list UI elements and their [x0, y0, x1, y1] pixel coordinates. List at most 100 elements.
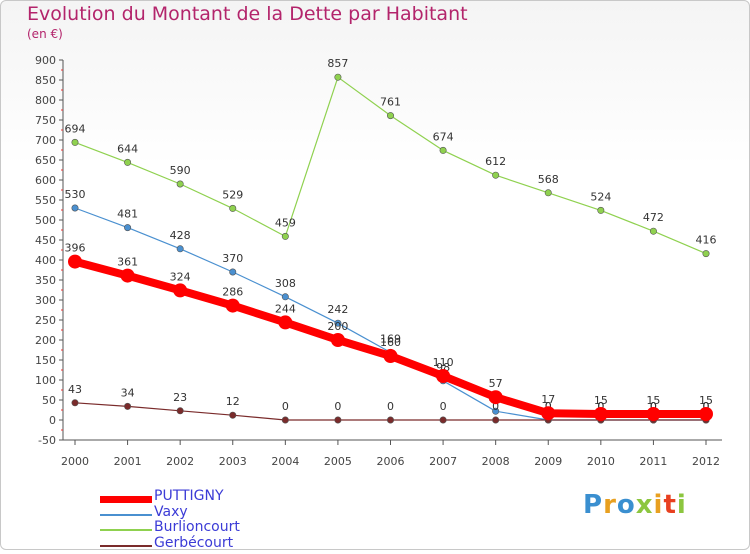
legend-swatch: [100, 529, 152, 531]
data-label-Gerbécourt: 12: [226, 395, 240, 408]
data-point-PUTTIGNY: [593, 407, 608, 421]
data-label-PUTTIGNY: 15: [594, 394, 608, 407]
data-label-PUTTIGNY: 324: [170, 270, 191, 283]
y-tick-label: 850: [35, 74, 56, 87]
data-label-Gerbécourt: 0: [597, 400, 604, 413]
data-point-Vaxy: [492, 407, 500, 415]
y-tick-label: 800: [35, 94, 56, 107]
data-label-Gerbécourt: 0: [334, 400, 341, 413]
data-label-Vaxy: 169: [380, 332, 401, 345]
data-label-Vaxy: 370: [222, 252, 243, 265]
legend-label: Gerbécourt: [154, 535, 234, 551]
data-point-Burlioncourt: [439, 146, 447, 154]
data-label-PUTTIGNY: 361: [117, 256, 138, 269]
data-label-Burlioncourt: 674: [433, 130, 454, 143]
data-point-PUTTIGNY: [646, 407, 661, 421]
data-label-Vaxy: 0: [597, 400, 604, 413]
x-tick-label: 2004: [271, 455, 299, 468]
data-label-PUTTIGNY: 396: [65, 242, 86, 255]
logo-letter: o: [616, 490, 636, 520]
proxiti-logo: Proxiti: [583, 490, 687, 520]
data-point-Burlioncourt: [124, 158, 132, 166]
data-label-Vaxy: 530: [65, 188, 86, 201]
y-tick-label: 600: [35, 174, 56, 187]
y-tick-label: 900: [35, 54, 56, 67]
y-tick-label: 350: [35, 274, 56, 287]
data-label-Burlioncourt: 612: [485, 155, 506, 168]
data-point-Vaxy: [71, 204, 79, 212]
data-label-Burlioncourt: 568: [538, 173, 559, 186]
data-point-Gerbécourt: [334, 416, 342, 424]
data-label-Burlioncourt: 529: [222, 188, 243, 201]
data-label-Gerbécourt: 43: [68, 383, 82, 396]
y-tick-label: 400: [35, 254, 56, 267]
data-label-Burlioncourt: 524: [590, 190, 611, 203]
data-label-PUTTIGNY: 17: [541, 393, 555, 406]
data-point-Vaxy: [281, 293, 289, 301]
data-label-PUTTIGNY: 200: [327, 320, 348, 333]
data-label-Burlioncourt: 472: [643, 211, 664, 224]
y-tick-label: 150: [35, 354, 56, 367]
y-tick-label: 200: [35, 334, 56, 347]
logo-letter: r: [603, 490, 617, 520]
data-label-Burlioncourt: 761: [380, 96, 401, 109]
data-label-Gerbécourt: 0: [492, 400, 499, 413]
data-point-Gerbécourt: [176, 407, 184, 415]
data-label-Burlioncourt: 459: [275, 216, 296, 229]
x-tick-label: 2010: [587, 455, 615, 468]
data-label-PUTTIGNY: 244: [275, 302, 296, 315]
data-label-Vaxy: 481: [117, 208, 138, 221]
legend-label: PUTTIGNY: [154, 488, 224, 504]
data-label-Burlioncourt: 857: [327, 57, 348, 70]
data-point-PUTTIGNY: [330, 333, 345, 347]
data-label-PUTTIGNY: 57: [489, 377, 503, 390]
data-label-Gerbécourt: 34: [121, 386, 135, 399]
logo-letter: i: [676, 490, 687, 520]
data-point-Vaxy: [229, 268, 237, 276]
data-label-PUTTIGNY: 286: [222, 286, 243, 299]
data-point-Vaxy: [334, 319, 342, 327]
legend-label: Burlioncourt: [154, 519, 240, 535]
logo-letter: i: [653, 490, 664, 520]
data-label-Burlioncourt: 644: [117, 142, 138, 155]
data-point-Burlioncourt: [597, 206, 605, 214]
x-tick-label: 2001: [114, 455, 142, 468]
x-tick-label: 2002: [166, 455, 194, 468]
data-label-Vaxy: 242: [327, 303, 348, 316]
data-label-Gerbécourt: 0: [282, 400, 289, 413]
data-label-Vaxy: 428: [170, 229, 191, 242]
legend-swatch: [100, 495, 152, 503]
legend-swatch: [100, 514, 152, 516]
x-tick-label: 2008: [482, 455, 510, 468]
data-point-Vaxy: [124, 224, 132, 232]
x-tick-label: 2007: [429, 455, 457, 468]
y-tick-label: -50: [38, 434, 56, 447]
data-point-PUTTIGNY: [541, 406, 556, 421]
x-tick-label: 2012: [692, 455, 720, 468]
data-point-Gerbécourt: [71, 399, 79, 407]
data-label-Vaxy: 308: [275, 277, 296, 290]
data-point-Gerbécourt: [124, 402, 132, 410]
x-tick-label: 2006: [377, 455, 405, 468]
data-label-Gerbécourt: 0: [703, 400, 710, 413]
logo-letter: x: [635, 490, 654, 520]
data-point-Burlioncourt: [71, 138, 79, 146]
unit-label: (en €): [27, 27, 63, 41]
data-label-PUTTIGNY: 160: [380, 336, 401, 349]
data-point-PUTTIGNY: [699, 407, 713, 421]
x-tick-label: 2011: [639, 455, 667, 468]
y-tick-label: 100: [35, 374, 56, 387]
x-tick-label: 2000: [61, 455, 89, 468]
data-point-Burlioncourt: [649, 227, 657, 235]
x-tick-label: 2009: [534, 455, 562, 468]
x-tick-label: 2003: [219, 455, 247, 468]
data-point-Gerbécourt: [439, 416, 447, 424]
data-point-PUTTIGNY: [68, 254, 82, 269]
data-point-PUTTIGNY: [225, 298, 240, 313]
data-label-Gerbécourt: 0: [440, 400, 447, 413]
legend-swatch: [100, 545, 152, 547]
data-point-PUTTIGNY: [436, 369, 451, 383]
data-point-Burlioncourt: [176, 180, 184, 188]
data-label-Vaxy: 0: [703, 400, 710, 413]
data-point-Gerbécourt: [492, 416, 500, 424]
